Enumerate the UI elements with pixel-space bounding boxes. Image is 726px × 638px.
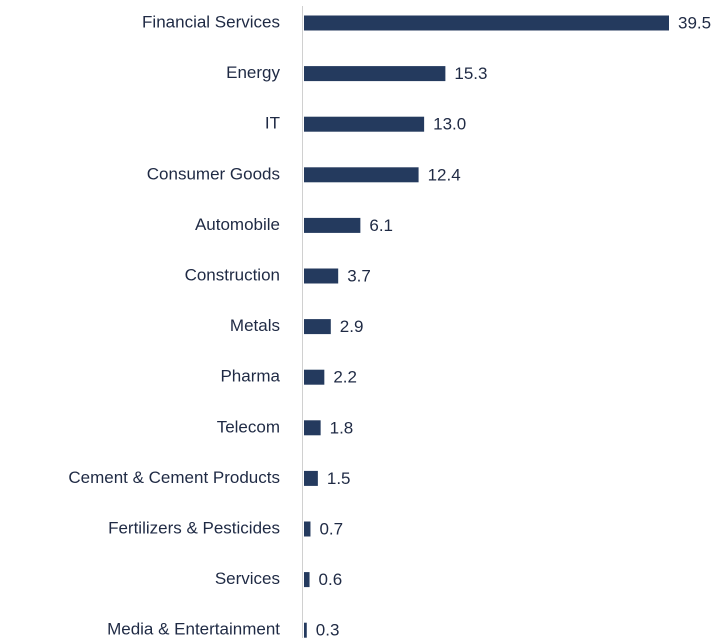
value-label: 3.7 bbox=[347, 266, 371, 285]
value-label: 0.7 bbox=[319, 519, 343, 538]
bar bbox=[304, 319, 331, 335]
category-label: Pharma bbox=[220, 367, 280, 386]
bar bbox=[304, 420, 321, 436]
value-label: 2.9 bbox=[340, 317, 364, 336]
category-label: Services bbox=[215, 569, 280, 588]
value-label: 1.8 bbox=[330, 418, 354, 437]
value-label: 2.2 bbox=[333, 368, 357, 387]
category-label: Telecom bbox=[217, 417, 280, 436]
value-label: 12.4 bbox=[428, 165, 461, 184]
bar bbox=[304, 622, 307, 638]
category-label: Media & Entertainment bbox=[107, 620, 280, 638]
value-label: 6.1 bbox=[369, 216, 393, 235]
bar bbox=[304, 268, 339, 284]
category-label: Construction bbox=[185, 265, 280, 284]
bar bbox=[304, 572, 310, 588]
category-label: Consumer Goods bbox=[147, 164, 280, 183]
bar bbox=[304, 521, 311, 537]
value-label: 39.5 bbox=[678, 13, 711, 32]
bar bbox=[304, 167, 419, 183]
bar bbox=[304, 116, 425, 132]
category-label: Cement & Cement Products bbox=[68, 468, 280, 487]
value-label: 1.5 bbox=[327, 469, 351, 488]
category-label: Energy bbox=[226, 63, 280, 82]
category-label: IT bbox=[265, 114, 280, 133]
bar bbox=[304, 15, 669, 31]
value-label: 15.3 bbox=[454, 64, 487, 83]
bar bbox=[304, 66, 446, 82]
bar bbox=[304, 217, 361, 233]
value-label: 0.3 bbox=[316, 621, 340, 638]
category-label: Financial Services bbox=[142, 12, 280, 31]
value-label: 0.6 bbox=[319, 570, 343, 589]
bar bbox=[304, 470, 318, 486]
category-label: Fertilizers & Pesticides bbox=[108, 518, 280, 537]
category-label: Automobile bbox=[195, 215, 280, 234]
category-label: Metals bbox=[230, 316, 280, 335]
bar bbox=[304, 369, 325, 385]
value-label: 13.0 bbox=[433, 115, 466, 134]
